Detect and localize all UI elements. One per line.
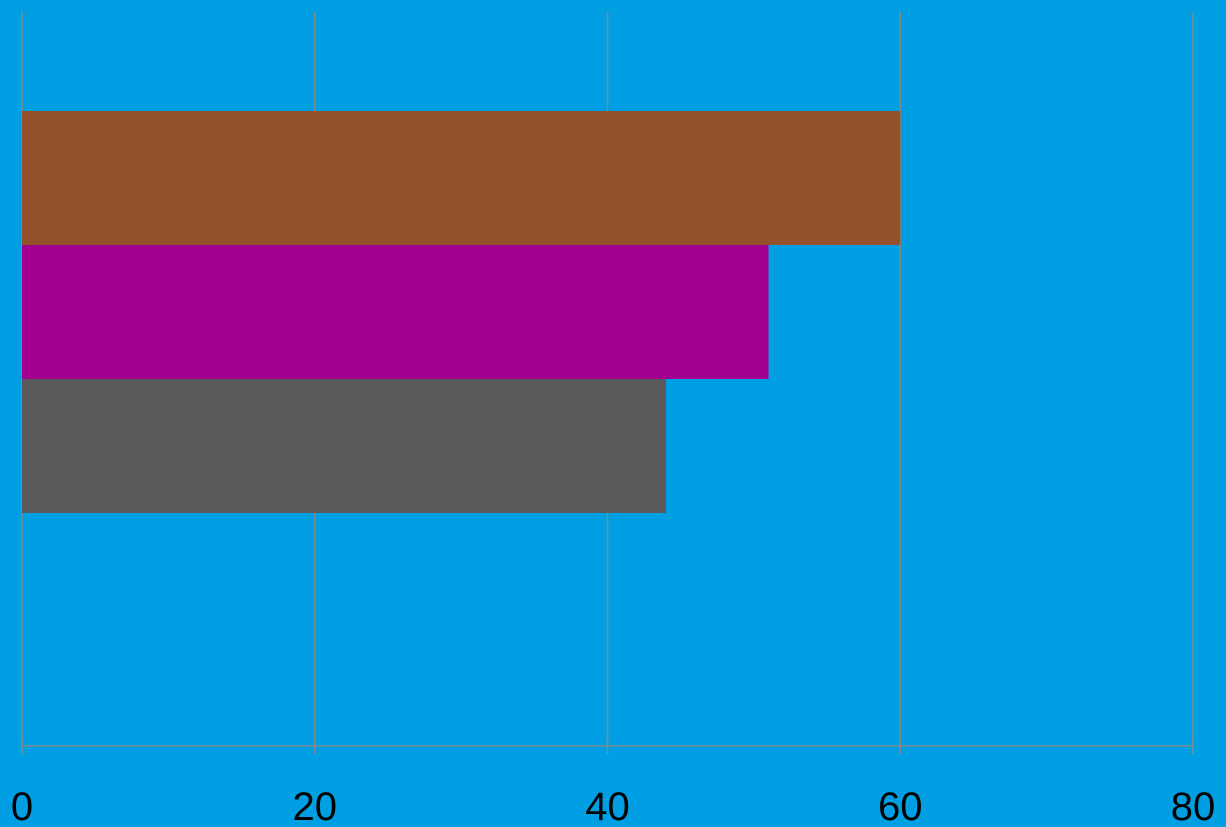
bar-1 [22, 245, 769, 379]
tick-label-2: 40 [585, 785, 630, 827]
tick-label-1: 20 [293, 785, 338, 827]
x-axis-tick-labels: 0 20 40 60 80 [11, 785, 1215, 827]
tick-label-0: 0 [11, 785, 33, 827]
bars [22, 111, 901, 513]
tick-label-3: 60 [878, 785, 923, 827]
bar-2 [22, 379, 667, 513]
bar-0 [22, 111, 901, 245]
tick-label-4: 80 [1171, 785, 1216, 827]
x-axis-ticks [21, 738, 1194, 754]
